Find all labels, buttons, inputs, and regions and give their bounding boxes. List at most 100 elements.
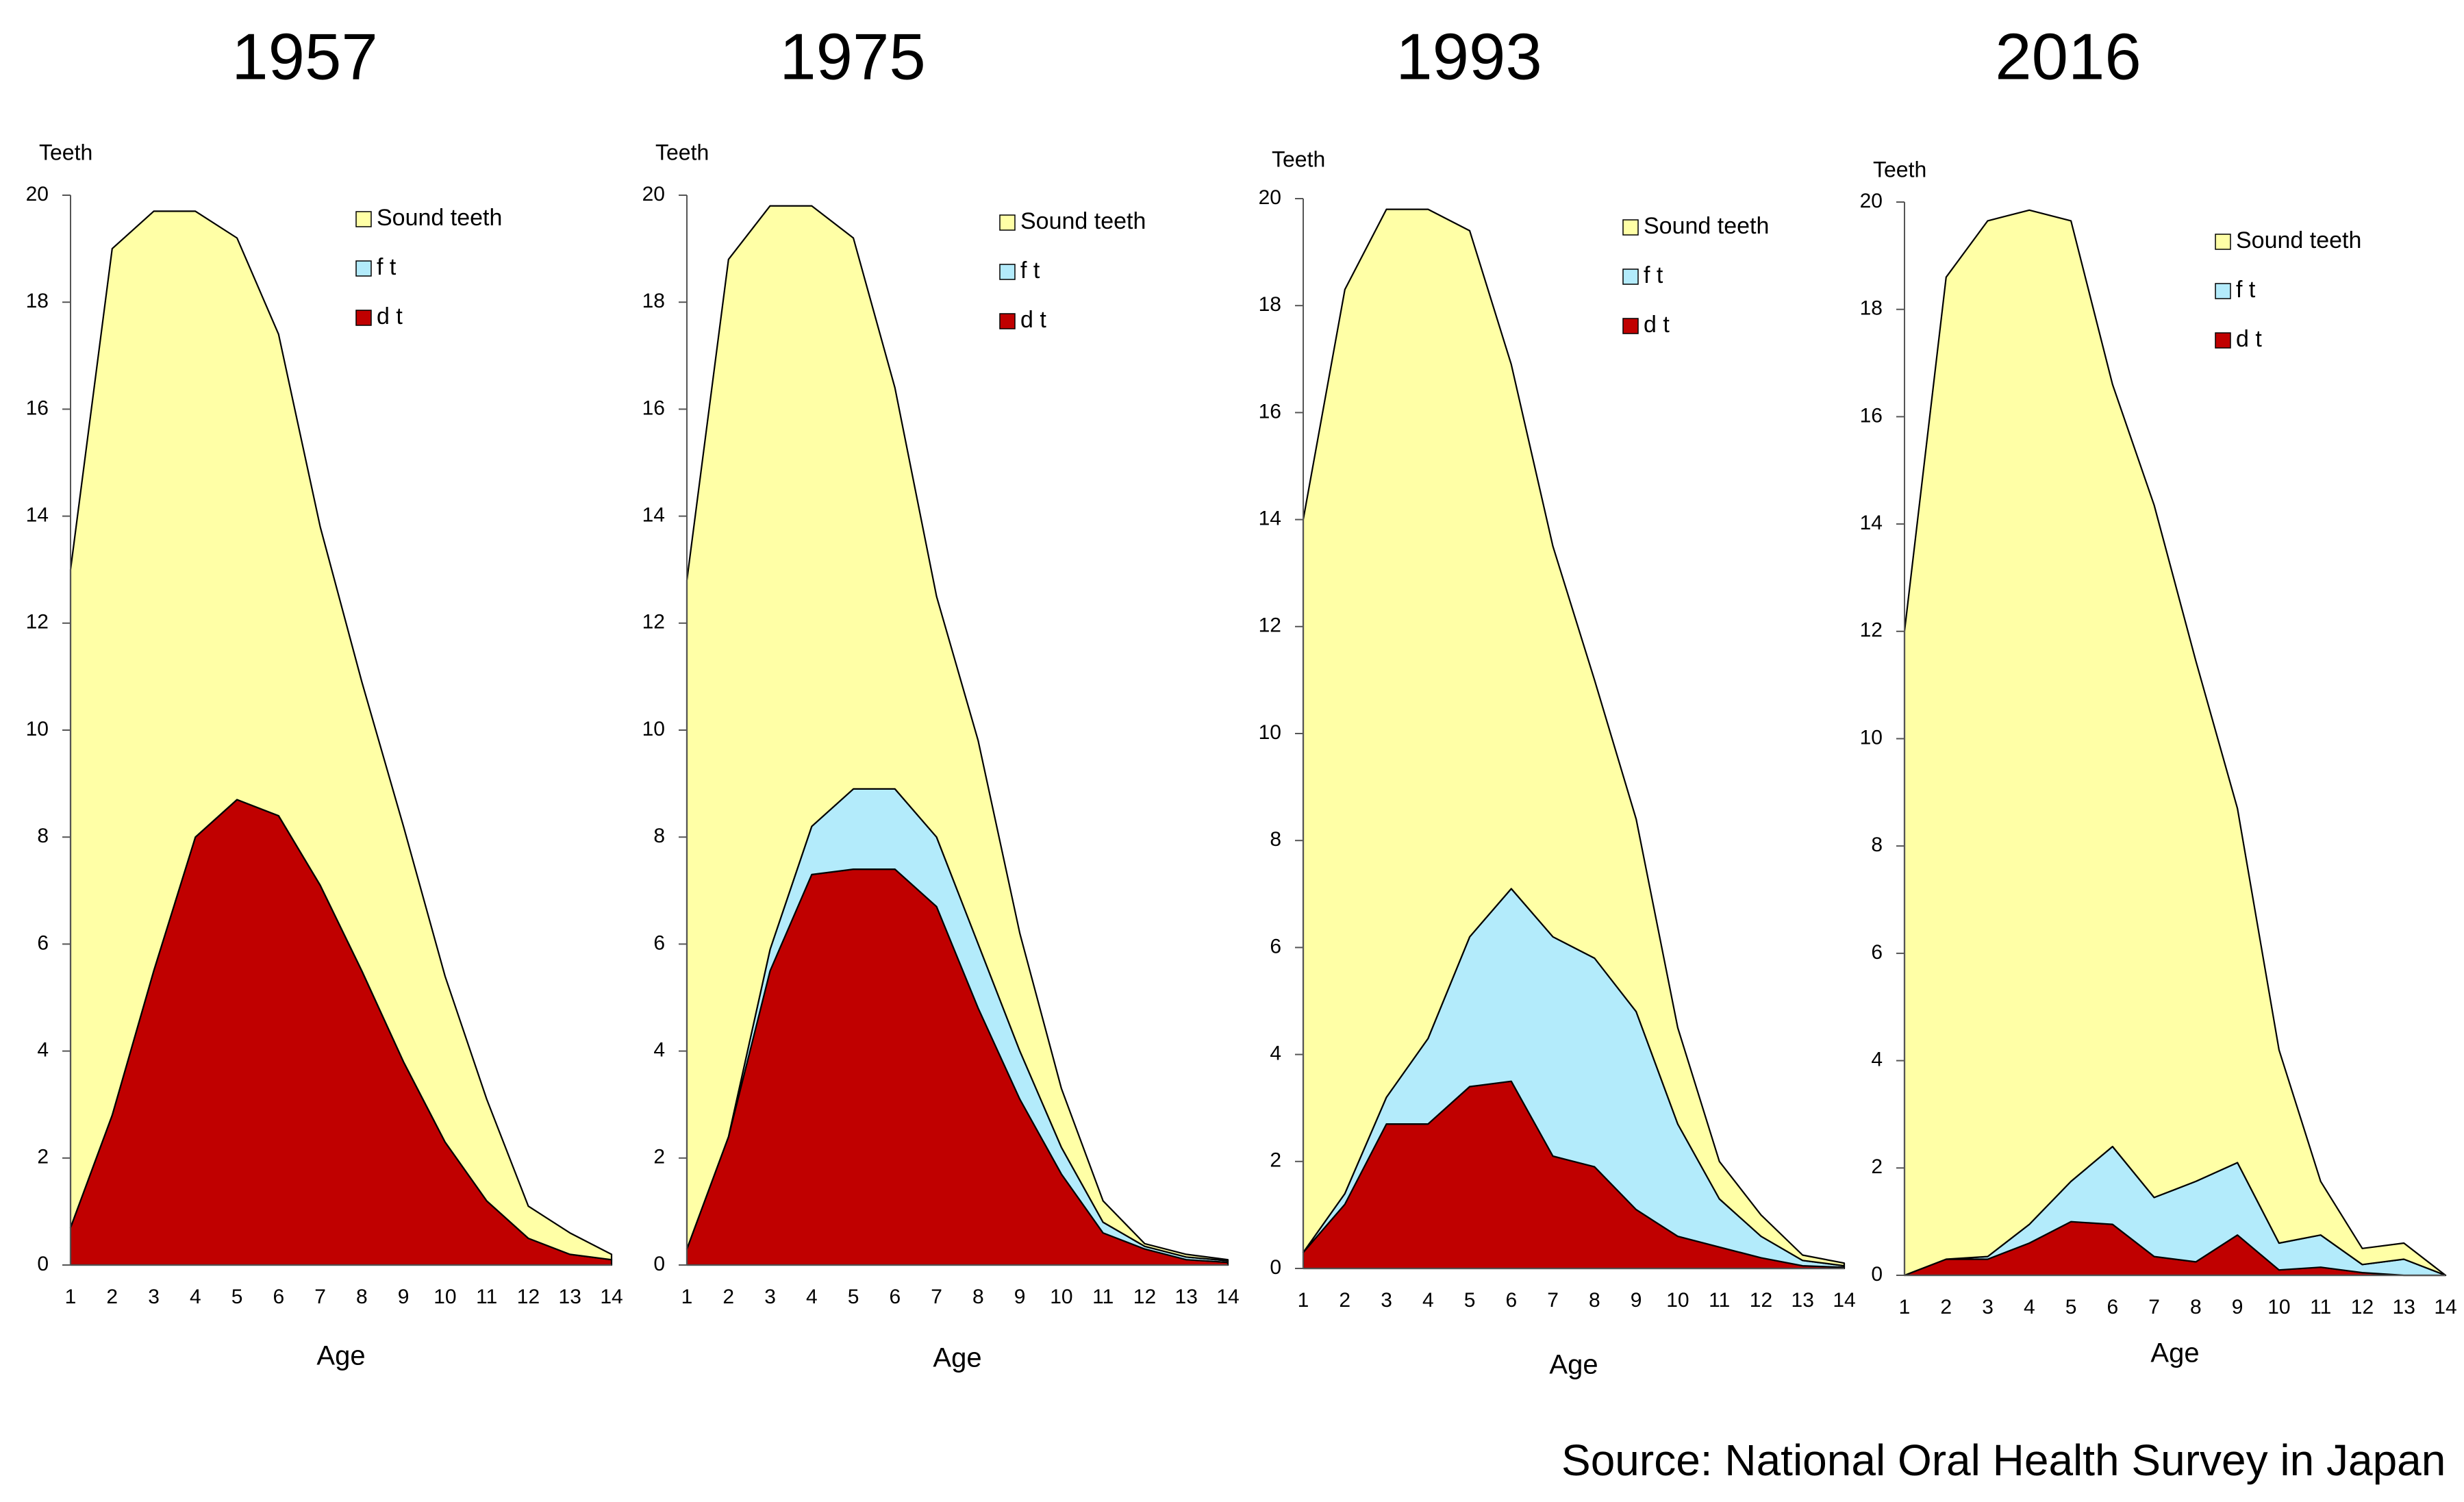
- x-tick-label: 11: [1092, 1286, 1114, 1308]
- y-tick-label: 18: [1860, 297, 1883, 320]
- y-tick-label: 0: [1871, 1263, 1883, 1286]
- x-tick-label: 7: [2148, 1296, 2160, 1318]
- legend-label-f-t: f t: [2236, 277, 2256, 303]
- x-tick-label: 10: [1666, 1289, 1689, 1312]
- legend-label-sound-teeth: Sound teeth: [377, 205, 502, 231]
- area-sound-teeth: [1302, 208, 1846, 1267]
- y-tick-label: 10: [1860, 726, 1883, 749]
- y-tick-label: 0: [1270, 1256, 1281, 1279]
- y-axis-label: Teeth: [1873, 157, 1926, 182]
- x-axis-label: Age: [2150, 1338, 2199, 1368]
- y-axis-label: Teeth: [39, 140, 92, 164]
- x-tick-label: 1: [65, 1286, 77, 1308]
- x-tick-label: 11: [1709, 1289, 1730, 1312]
- area-sound-teeth: [69, 210, 613, 1261]
- x-tick-label: 1: [681, 1286, 693, 1308]
- chart-title: 2016: [1995, 20, 2141, 93]
- y-tick-label: 18: [642, 290, 665, 312]
- legend-label-sound-teeth: Sound teeth: [2236, 227, 2361, 253]
- y-tick-label: 20: [1860, 190, 1883, 212]
- chart-title: 1957: [231, 20, 378, 93]
- y-tick-label: 18: [1259, 293, 1281, 316]
- y-tick-label: 4: [37, 1039, 49, 1062]
- legend-label-f-t: f t: [1020, 258, 1040, 284]
- y-tick-label: 4: [1871, 1049, 1883, 1071]
- y-tick-label: 14: [1860, 512, 1883, 534]
- x-tick-label: 13: [559, 1286, 581, 1308]
- legend-swatch-d-t: [999, 313, 1016, 329]
- x-tick-label: 9: [1631, 1289, 1642, 1312]
- x-tick-label: 5: [1464, 1289, 1476, 1312]
- chart-title: 1975: [779, 20, 926, 93]
- legend-swatch-sound-teeth: [1622, 219, 1639, 236]
- legend-swatch-d-t: [355, 310, 372, 326]
- y-tick-label: 8: [1871, 834, 1883, 856]
- y-tick-label: 18: [26, 290, 49, 312]
- x-tick-label: 10: [1050, 1286, 1072, 1308]
- x-tick-label: 8: [2190, 1296, 2202, 1318]
- y-tick-label: 12: [1860, 619, 1883, 642]
- x-tick-label: 6: [890, 1286, 901, 1308]
- x-tick-label: 14: [600, 1286, 623, 1308]
- x-tick-label: 10: [2267, 1296, 2290, 1318]
- x-tick-label: 11: [2310, 1296, 2331, 1318]
- y-tick-label: 6: [1871, 941, 1883, 964]
- x-tick-label: 7: [314, 1286, 326, 1308]
- x-tick-label: 2: [1940, 1296, 1952, 1318]
- y-tick-label: 2: [1270, 1149, 1281, 1172]
- x-tick-label: 6: [273, 1286, 285, 1308]
- x-tick-label: 7: [931, 1286, 942, 1308]
- x-tick-label: 10: [433, 1286, 456, 1308]
- y-tick-label: 8: [653, 825, 665, 847]
- legend-label-d-t: d t: [2236, 326, 2262, 352]
- legend-label-d-t: d t: [1644, 312, 1670, 338]
- x-axis-label: Age: [316, 1341, 365, 1371]
- legend-swatch-f-t: [355, 260, 372, 277]
- legend-swatch-f-t: [2215, 283, 2231, 299]
- x-tick-label: 9: [1014, 1286, 1026, 1308]
- y-axis-label: Teeth: [1272, 147, 1325, 171]
- legend-swatch-sound-teeth: [2215, 234, 2231, 250]
- legend-swatch-f-t: [1622, 268, 1639, 285]
- legend-label-sound-teeth: Sound teeth: [1020, 208, 1146, 234]
- legend: Sound teeth f t d t: [1622, 213, 1769, 338]
- legend-swatch-f-t: [999, 264, 1016, 280]
- x-tick-label: 11: [476, 1286, 497, 1308]
- y-tick-label: 16: [1259, 400, 1281, 423]
- y-tick-label: 2: [37, 1146, 49, 1168]
- y-tick-label: 6: [37, 931, 49, 954]
- y-tick-label: 16: [642, 397, 665, 419]
- x-tick-label: 3: [148, 1286, 160, 1308]
- legend-label-sound-teeth: Sound teeth: [1644, 213, 1769, 239]
- x-tick-label: 14: [1833, 1289, 1855, 1312]
- y-tick-label: 14: [1259, 508, 1281, 530]
- y-tick-label: 20: [642, 183, 665, 205]
- x-axis-label: Age: [933, 1343, 981, 1373]
- x-tick-label: 8: [356, 1286, 368, 1308]
- x-tick-label: 2: [106, 1286, 118, 1308]
- x-tick-label: 2: [722, 1286, 734, 1308]
- x-axis-label: Age: [1549, 1350, 1598, 1380]
- y-tick-label: 10: [1259, 721, 1281, 744]
- legend: Sound teeth f t d t: [2215, 227, 2361, 352]
- x-tick-label: 4: [806, 1286, 818, 1308]
- y-tick-label: 6: [1270, 935, 1281, 957]
- x-tick-label: 8: [1589, 1289, 1600, 1312]
- y-tick-label: 20: [26, 183, 49, 205]
- y-tick-label: 12: [642, 611, 665, 634]
- legend-swatch-d-t: [1622, 318, 1639, 334]
- legend-swatch-sound-teeth: [355, 211, 372, 227]
- y-tick-label: 20: [1259, 186, 1281, 209]
- x-tick-label: 13: [2393, 1296, 2415, 1318]
- y-tick-label: 10: [642, 718, 665, 740]
- x-tick-label: 2: [1339, 1289, 1350, 1312]
- x-tick-label: 9: [2232, 1296, 2243, 1318]
- x-tick-label: 7: [1547, 1289, 1559, 1312]
- x-tick-label: 4: [2024, 1296, 2035, 1318]
- y-tick-label: 10: [26, 718, 49, 740]
- x-tick-label: 3: [764, 1286, 776, 1308]
- x-tick-label: 3: [1381, 1289, 1392, 1312]
